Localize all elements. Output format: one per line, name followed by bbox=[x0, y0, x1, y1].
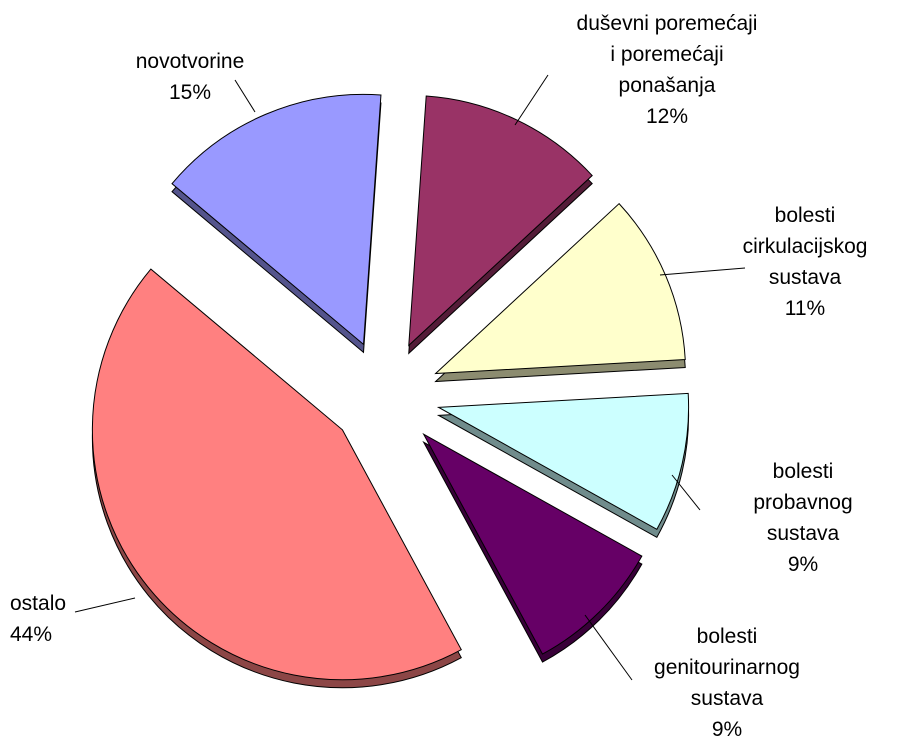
slice bbox=[91, 268, 462, 681]
category-label: bolesti cirkulacijskog sustava bbox=[742, 204, 868, 289]
slice bbox=[171, 93, 382, 346]
value-label: 9% bbox=[787, 553, 819, 576]
leader-line bbox=[659, 267, 746, 276]
slice bbox=[436, 392, 690, 531]
slice-label: novotvorine 15% bbox=[136, 46, 245, 108]
value-label: 12% bbox=[645, 105, 689, 128]
leader-line bbox=[671, 474, 701, 511]
category-label: bolesti genitourinarnog sustava bbox=[654, 625, 800, 710]
value-label: 15% bbox=[168, 81, 212, 104]
leader-line bbox=[234, 79, 256, 113]
slice bbox=[408, 95, 593, 347]
slice-label: bolesti cirkulacijskog sustava 11% bbox=[743, 200, 868, 324]
slice-label: duševni poremećaji i poremećaji ponašanj… bbox=[577, 8, 758, 132]
leader-line bbox=[74, 597, 136, 613]
slice-label: ostalo 44% bbox=[10, 588, 66, 650]
slice bbox=[422, 432, 643, 655]
leader-line bbox=[514, 74, 549, 126]
category-label: novotvorine bbox=[135, 50, 245, 73]
category-label: bolesti probavnog sustava bbox=[753, 460, 853, 545]
slice-label: bolesti genitourinarnog sustava 9% bbox=[654, 621, 800, 745]
leader-line bbox=[584, 614, 633, 681]
value-label: 44% bbox=[10, 623, 53, 646]
slice bbox=[434, 202, 686, 375]
value-label: 11% bbox=[784, 297, 826, 320]
slice-label: bolesti probavnog sustava 9% bbox=[750, 456, 857, 580]
value-label: 9% bbox=[711, 718, 743, 741]
category-label: duševni poremećaji i poremećaji ponašanj… bbox=[576, 12, 758, 97]
category-label: ostalo bbox=[10, 592, 67, 615]
